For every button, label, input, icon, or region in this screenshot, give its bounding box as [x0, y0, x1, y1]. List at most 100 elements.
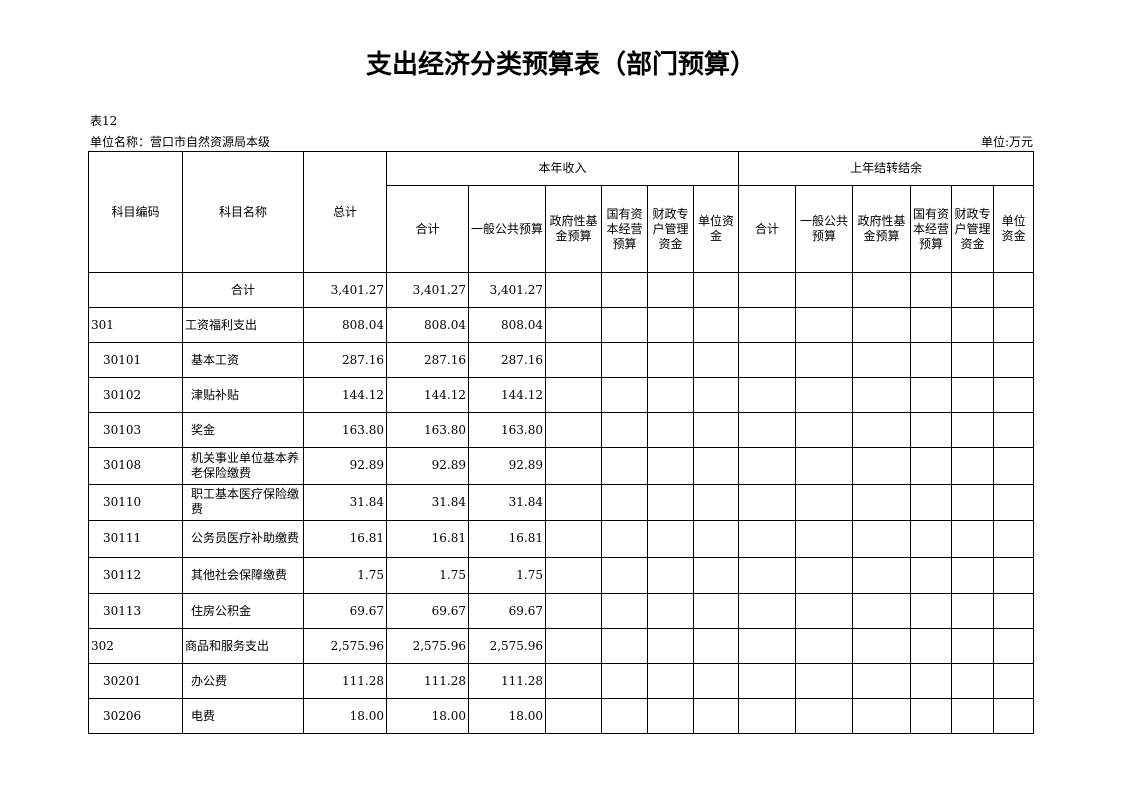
- empty-cell: [692, 556, 740, 594]
- empty-cell: [993, 377, 1035, 413]
- row-current-total: 2,575.96: [386, 628, 469, 664]
- row-current-total: 163.80: [386, 412, 469, 448]
- empty-cell: [647, 377, 694, 413]
- empty-cell: [692, 412, 740, 448]
- row-current-general: 1.75: [468, 556, 546, 594]
- empty-cell: [993, 412, 1035, 448]
- empty-cell: [852, 520, 912, 558]
- empty-cell: [692, 377, 740, 413]
- row-total: 18.00: [303, 698, 387, 734]
- empty-cell: [993, 272, 1035, 308]
- empty-cell: [852, 447, 912, 485]
- row-current-general: 808.04: [468, 307, 546, 343]
- subheader-carry-5: 单位资金: [993, 185, 1035, 273]
- empty-cell: [910, 483, 953, 521]
- empty-cell: [601, 272, 648, 308]
- empty-cell: [852, 663, 912, 699]
- row-current-general: 3,401.27: [468, 272, 546, 308]
- empty-cell: [738, 520, 797, 558]
- empty-cell: [993, 483, 1035, 521]
- row-code: 301: [88, 307, 183, 343]
- row-current-total: 16.81: [386, 520, 469, 558]
- empty-cell: [795, 483, 854, 521]
- empty-cell: [692, 628, 740, 664]
- empty-cell: [647, 307, 694, 343]
- empty-cell: [738, 593, 797, 629]
- row-code: [88, 272, 183, 308]
- empty-cell: [545, 272, 602, 308]
- row-total: 1.75: [303, 556, 387, 594]
- row-total: 92.89: [303, 447, 387, 485]
- empty-cell: [601, 377, 648, 413]
- empty-cell: [951, 483, 995, 521]
- empty-cell: [993, 307, 1035, 343]
- empty-cell: [647, 483, 694, 521]
- empty-cell: [692, 483, 740, 521]
- row-total: 3,401.27: [303, 272, 387, 308]
- row-current-general: 144.12: [468, 377, 546, 413]
- table-row: 30113 住房公积金 69.67 69.67 69.67: [88, 593, 1035, 629]
- empty-cell: [545, 307, 602, 343]
- row-current-total: 31.84: [386, 483, 469, 521]
- row-code: 30103: [88, 412, 183, 448]
- empty-cell: [993, 698, 1035, 734]
- empty-cell: [795, 520, 854, 558]
- row-current-general: 163.80: [468, 412, 546, 448]
- empty-cell: [738, 556, 797, 594]
- empty-cell: [692, 307, 740, 343]
- currency-unit: 单位:万元: [980, 135, 1033, 149]
- empty-cell: [852, 377, 912, 413]
- empty-cell: [951, 698, 995, 734]
- table-number: 表12: [90, 114, 118, 128]
- row-current-total: 287.16: [386, 342, 469, 378]
- empty-cell: [601, 698, 648, 734]
- empty-cell: [692, 698, 740, 734]
- empty-cell: [852, 483, 912, 521]
- subheader-current-4: 财政专户管理资金: [647, 185, 694, 273]
- empty-cell: [993, 663, 1035, 699]
- empty-cell: [795, 698, 854, 734]
- empty-cell: [738, 272, 797, 308]
- row-current-general: 287.16: [468, 342, 546, 378]
- row-name: 办公费: [182, 663, 304, 699]
- empty-cell: [951, 307, 995, 343]
- empty-cell: [910, 272, 953, 308]
- header-name: 科目名称: [182, 151, 304, 273]
- empty-cell: [545, 377, 602, 413]
- row-current-general: 31.84: [468, 483, 546, 521]
- empty-cell: [910, 520, 953, 558]
- empty-cell: [738, 307, 797, 343]
- empty-cell: [738, 447, 797, 485]
- subheader-carry-1: 一般公共预算: [795, 185, 854, 273]
- empty-cell: [910, 628, 953, 664]
- row-code: 30113: [88, 593, 183, 629]
- empty-cell: [738, 377, 797, 413]
- empty-cell: [601, 447, 648, 485]
- empty-cell: [692, 520, 740, 558]
- header-code: 科目编码: [88, 151, 183, 273]
- empty-cell: [910, 412, 953, 448]
- empty-cell: [647, 663, 694, 699]
- subheader-current-5: 单位资金: [692, 185, 740, 273]
- empty-cell: [993, 556, 1035, 594]
- header-current-year: 本年收入: [385, 151, 740, 186]
- empty-cell: [993, 628, 1035, 664]
- row-code: 30111: [88, 520, 183, 558]
- empty-cell: [993, 520, 1035, 558]
- empty-cell: [647, 628, 694, 664]
- empty-cell: [647, 412, 694, 448]
- empty-cell: [795, 307, 854, 343]
- table-row: 30103 奖金 163.80 163.80 163.80: [88, 412, 1035, 448]
- row-name: 津贴补贴: [182, 377, 304, 413]
- subheader-current-3: 国有资本经营预算: [601, 185, 648, 273]
- table-row: 30112 其他社会保障缴费 1.75 1.75 1.75: [88, 556, 1035, 594]
- row-name: 公务员医疗补助缴费: [182, 520, 304, 558]
- empty-cell: [647, 272, 694, 308]
- row-total: 31.84: [303, 483, 387, 521]
- row-code: 30206: [88, 698, 183, 734]
- row-name: 合计: [182, 272, 304, 308]
- empty-cell: [795, 593, 854, 629]
- empty-cell: [795, 412, 854, 448]
- empty-cell: [601, 342, 648, 378]
